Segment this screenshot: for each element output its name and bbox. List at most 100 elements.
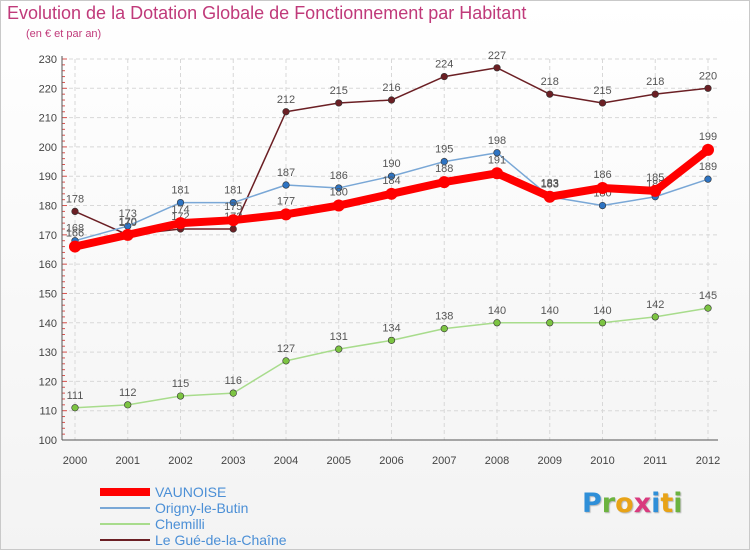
y-tick-label: 180 [39,201,57,213]
series-point [69,240,81,253]
chart-title: Evolution de la Dotation Globale de Fonc… [7,3,527,23]
legend-swatch [100,507,150,509]
data-label: 184 [382,175,400,187]
data-label: 218 [646,76,664,88]
series-point [651,90,659,98]
series-point [651,313,659,321]
x-tick-label: 2009 [538,455,562,467]
data-label: 212 [277,94,295,106]
data-label: 166 [66,228,84,240]
logo-letter: P [582,488,602,519]
series-point [229,225,237,233]
data-label: 112 [119,387,137,399]
series-point [649,184,662,197]
x-tick-label: 2004 [274,455,298,467]
legend-swatch [100,488,150,496]
series-point [282,357,290,365]
series-point [176,199,185,207]
series-point [71,207,79,215]
series-point [71,404,79,412]
series-point [491,167,503,180]
data-label: 115 [172,378,190,390]
x-tick-label: 2011 [643,455,667,467]
data-label: 189 [699,161,717,173]
y-tick-label: 170 [39,230,57,242]
series-point [227,214,240,227]
data-label: 218 [541,76,559,88]
y-tick-label: 160 [39,259,57,271]
series-point [335,345,343,353]
x-tick-label: 2012 [696,455,720,467]
data-label: 224 [435,59,453,71]
logo-letter: x [633,488,652,519]
data-label: 216 [382,82,400,94]
x-tick-label: 2007 [432,455,456,467]
data-label: 183 [541,178,559,190]
data-label: 140 [593,305,611,317]
series-point [335,184,343,192]
series-point [493,149,501,157]
y-tick-label: 220 [39,83,57,95]
proxiti-logo: Proxiti [582,488,683,519]
x-tick-label: 2003 [221,455,245,467]
data-label: 215 [330,85,348,97]
data-label: 173 [119,208,137,220]
data-label: 181 [224,185,242,197]
logo-letter: r [601,488,616,519]
data-label: 111 [67,390,84,402]
data-label: 134 [382,322,400,334]
data-label: 116 [224,375,242,387]
y-tick-label: 200 [39,142,57,154]
series-point [598,201,607,210]
series-point [229,389,237,397]
series-point [438,176,451,189]
data-label: 195 [435,144,453,156]
data-label: 140 [488,305,506,317]
data-label: 168 [66,223,84,235]
series-point [493,64,501,72]
x-tick-label: 2008 [485,455,509,467]
data-label: 142 [646,299,664,311]
data-label: 191 [488,154,506,166]
series-point [229,199,237,207]
series-point [546,90,554,98]
series-point [121,228,134,241]
series-point [124,401,132,409]
series-point [704,175,712,183]
x-tick-label: 2002 [168,455,192,467]
legend-swatch [100,539,150,541]
y-tick-label: 230 [39,54,57,66]
y-tick-label: 130 [39,347,57,359]
data-label: 198 [488,135,506,147]
logo-letter: i [651,488,661,519]
series-point [702,143,714,156]
series-point [387,172,396,180]
series-point [174,217,187,230]
logo-letter: t [660,488,674,519]
data-label: 185 [646,172,664,184]
data-label: 170 [119,216,137,228]
series-point [440,325,448,333]
logo-letter: o [615,488,634,519]
legend-label: Chemilli [155,516,205,532]
data-label: 183 [541,179,559,191]
data-label: 127 [277,343,295,355]
y-tick-label: 100 [39,435,57,447]
y-tick-label: 190 [39,171,57,183]
chart-subtitle: (en € et par an) [26,28,102,40]
data-label: 188 [435,163,453,175]
series-point [493,319,501,327]
y-tick-label: 110 [39,406,57,418]
data-label: 177 [277,195,295,207]
series-point [282,108,290,116]
series-point [440,157,448,166]
series-point [704,304,712,312]
data-label: 187 [277,167,295,179]
line-chart: 100 110 120 130 140 150 160 170 180 190 200 210 220 2… [39,50,721,467]
data-label: 215 [593,85,611,97]
data-label: 181 [171,185,189,197]
y-tick-label: 150 [39,288,57,300]
data-label: 138 [435,311,453,323]
logo-letter: i [673,488,683,519]
